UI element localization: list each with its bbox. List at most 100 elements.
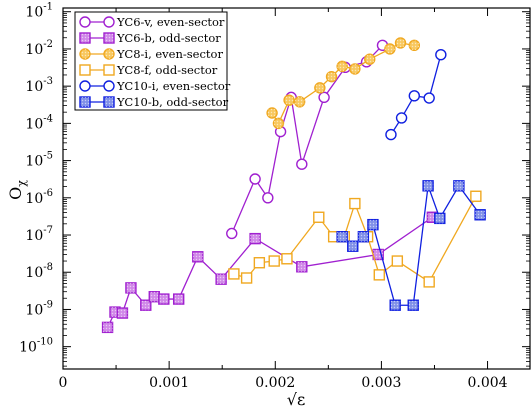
- series-5: [336, 180, 486, 311]
- data-point: [435, 49, 447, 61]
- data-point-hatch: [294, 96, 305, 107]
- data-point-hatch: [475, 209, 486, 220]
- data-point-hatch: [192, 251, 203, 262]
- legend-label: YC10-i, even-sector: [116, 79, 231, 93]
- data-point-hatch: [296, 261, 307, 272]
- legend: YC6-v, even-sector YC6-b, odd-sector YC8-i…: [74, 11, 231, 111]
- data-point-hatch: [104, 49, 114, 59]
- data-point: [249, 173, 261, 185]
- data-point-hatch: [373, 249, 384, 260]
- data-point: [318, 91, 330, 104]
- data-point: [79, 80, 91, 92]
- data-point-hatch: [104, 33, 114, 43]
- data-point: [391, 255, 404, 267]
- data-point-hatch: [117, 308, 128, 319]
- data-point-hatch: [434, 213, 445, 224]
- data-point-hatch: [284, 95, 295, 106]
- data-point-hatch: [273, 118, 284, 129]
- data-point: [296, 158, 308, 170]
- data-point: [423, 276, 435, 288]
- data-point-hatch: [409, 40, 420, 51]
- y-tick-label: 10-6: [25, 188, 53, 207]
- data-point: [253, 257, 266, 269]
- y-tick-label: 10-8: [25, 262, 53, 281]
- data-point: [470, 190, 482, 202]
- x-tick-label: 0: [59, 375, 68, 391]
- data-point: [395, 112, 408, 124]
- data-point-hatch: [347, 241, 358, 252]
- legend-entry: YC6-v, even-sector: [79, 15, 225, 29]
- x-tick-label: 0.004: [467, 375, 507, 391]
- data-point-hatch: [408, 300, 419, 311]
- data-point-hatch: [364, 54, 375, 65]
- y-tick-label: 10-5: [25, 151, 53, 170]
- legend-label: YC8-f, odd-sector: [116, 63, 218, 77]
- legend-entry: YC8-i, even-sector: [79, 47, 223, 61]
- y-tick-label: 10-1: [25, 2, 53, 21]
- x-axis-label: √ε: [287, 390, 305, 409]
- data-point-hatch: [453, 180, 464, 191]
- data-point: [373, 269, 385, 281]
- data-point-hatch: [337, 231, 348, 242]
- legend-entry: YC10-i, even-sector: [79, 79, 231, 93]
- y-axis-label-sub: χ: [15, 180, 28, 187]
- data-point-hatch: [337, 61, 348, 72]
- data-point: [268, 255, 280, 267]
- data-point: [79, 64, 91, 76]
- data-point-hatch: [349, 63, 360, 74]
- legend-entry: YC10-b, odd-sector: [79, 95, 229, 109]
- y-axis-label: Oχ: [6, 180, 28, 200]
- data-point-hatch: [125, 282, 136, 293]
- y-tick-label: 10-2: [25, 39, 53, 58]
- data-point: [103, 16, 115, 28]
- legend-label: YC10-b, odd-sector: [116, 95, 229, 109]
- data-point: [281, 253, 293, 265]
- data-point-hatch: [173, 294, 184, 305]
- legend-box: [74, 11, 228, 111]
- data-point-hatch: [358, 231, 369, 242]
- y-tick-label: 10-7: [25, 225, 53, 244]
- x-tick-label: 0.001: [149, 375, 189, 391]
- y-axis-label-main: O: [6, 187, 25, 200]
- svg-text:Oχ: Oχ: [6, 180, 28, 200]
- data-point-hatch: [140, 300, 151, 311]
- data-point-hatch: [110, 307, 121, 318]
- legend-entry: YC8-f, odd-sector: [79, 63, 218, 77]
- data-point-hatch: [427, 212, 438, 223]
- data-point-hatch: [80, 97, 90, 107]
- legend-entry: YC6-b, odd-sector: [79, 31, 221, 45]
- data-point: [385, 128, 397, 141]
- data-point-hatch: [216, 274, 227, 285]
- data-point: [313, 211, 325, 223]
- data-point: [408, 90, 421, 102]
- data-point-hatch: [314, 82, 325, 93]
- legend-label: YC6-b, odd-sector: [116, 31, 221, 45]
- data-point-hatch: [80, 49, 90, 59]
- data-point-hatch: [250, 233, 261, 244]
- data-point: [226, 227, 238, 240]
- data-point: [103, 80, 115, 92]
- data-point: [79, 16, 91, 28]
- data-point-hatch: [395, 37, 406, 48]
- data-point-hatch: [102, 322, 113, 333]
- y-tick-label: 10-3: [25, 76, 53, 95]
- data-point: [240, 272, 253, 284]
- data-point-hatch: [423, 180, 434, 191]
- data-point-hatch: [267, 107, 278, 118]
- data-point-hatch: [149, 291, 160, 302]
- y-tick-label: 10-4: [25, 113, 53, 132]
- data-point-hatch: [367, 219, 378, 230]
- x-tick-label: 0.003: [361, 375, 401, 391]
- series-2: [266, 37, 421, 130]
- legend-label: YC6-v, even-sector: [116, 15, 225, 29]
- data-point: [228, 268, 240, 280]
- data-point: [103, 64, 115, 76]
- data-point: [349, 197, 361, 210]
- data-point-hatch: [390, 300, 401, 311]
- x-tick-label: 0.002: [255, 375, 295, 391]
- legend-label: YC8-i, even-sector: [116, 47, 223, 61]
- data-point: [423, 92, 435, 104]
- y-tick-label: 10-10: [19, 337, 53, 356]
- data-point-hatch: [384, 43, 395, 54]
